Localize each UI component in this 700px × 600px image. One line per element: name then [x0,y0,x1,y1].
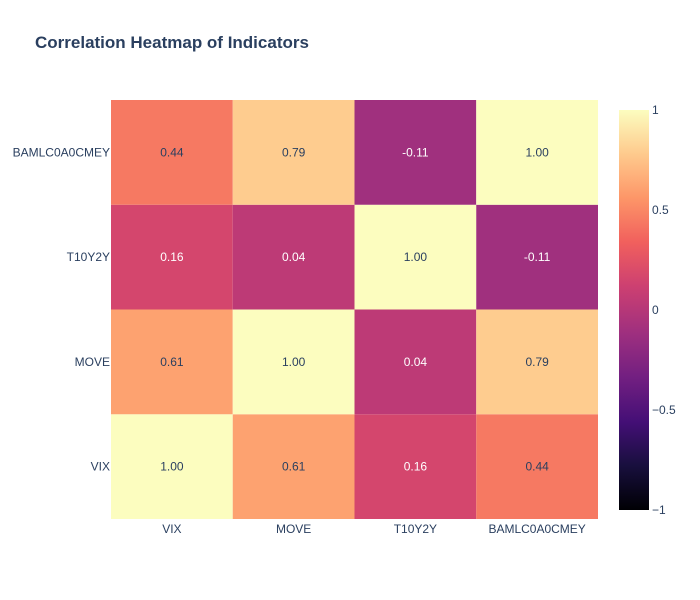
cell-value-label: 0.44 [525,460,549,474]
cell-value-label: -0.11 [402,145,429,159]
x-tick-label: MOVE [276,522,311,536]
heatmap-cell-vix-move [232,414,355,519]
colorbar-tick-label: 1 [652,103,659,117]
y-tick-label: MOVE [75,355,110,369]
heatmap-cell-move-move [232,309,355,415]
y-tick-label: BAMLC0A0CMEY [13,145,110,159]
cell-value-label: 0.61 [282,460,306,474]
cell-value-label: 0.79 [282,145,306,159]
heatmap-cell-t10y2y-vix [111,204,233,310]
cell-value-label: 0.04 [282,250,306,264]
heatmap-cell-t10y2y-move [232,204,355,310]
heatmap-cell-bamlc0a0cmey-t10y2y [354,100,477,205]
cell-value-label: 1.00 [525,145,549,159]
cell-value-label: 0.61 [160,355,184,369]
cell-value-label: 0.16 [160,250,184,264]
x-axis-ticks: VIX MOVE T10Y2Y BAMLC0A0CMEY [162,522,586,536]
y-tick-label: VIX [91,460,110,474]
heatmap-cell-move-t10y2y [354,309,477,415]
heatmap-cell-move-bamlc0a0cmey [476,309,598,415]
colorbar-ticks: 1 0.5 0 −0.5 −1 [652,103,676,517]
cell-value-label: 0.44 [160,145,184,159]
y-tick-label: T10Y2Y [67,250,110,264]
heatmap-cell-vix-t10y2y [354,414,477,519]
cell-value-label: 0.04 [404,355,428,369]
colorbar [619,110,649,510]
heatmap-cell-bamlc0a0cmey-bamlc0a0cmey [476,100,598,205]
cell-value-label: 1.00 [160,460,184,474]
y-axis-ticks: VIX MOVE T10Y2Y BAMLC0A0CMEY [13,145,110,473]
heatmap-cell-vix-vix [111,414,233,519]
x-tick-label: BAMLC0A0CMEY [488,522,585,536]
colorbar-tick-label: 0.5 [652,203,669,217]
heatmap-cell-vix-bamlc0a0cmey [476,414,598,519]
cell-value-label: 1.00 [282,355,306,369]
heatmap-cell-bamlc0a0cmey-vix [111,100,233,205]
x-tick-label: VIX [162,522,181,536]
x-tick-label: T10Y2Y [394,522,437,536]
heatmap-cell-move-vix [111,309,233,415]
colorbar-tick-label: −1 [652,503,666,517]
colorbar-tick-label: −0.5 [652,403,676,417]
chart-title: Correlation Heatmap of Indicators [35,33,309,52]
cell-value-label: 0.79 [525,355,549,369]
heatmap-cell-t10y2y-bamlc0a0cmey [476,204,598,310]
heatmap-cell-bamlc0a0cmey-move [232,100,355,205]
cell-value-label: 1.00 [404,250,428,264]
cell-value-label: -0.11 [524,250,551,264]
cell-value-label: 0.16 [404,460,428,474]
heatmap-cell-t10y2y-t10y2y [354,204,477,310]
heatmap-cell-labels: 1.00 0.61 0.16 0.44 0.61 1.00 0.04 0.79 0.16 0.04… [160,145,550,473]
colorbar-tick-label: 0 [652,303,659,317]
heatmap-cells [111,100,598,519]
